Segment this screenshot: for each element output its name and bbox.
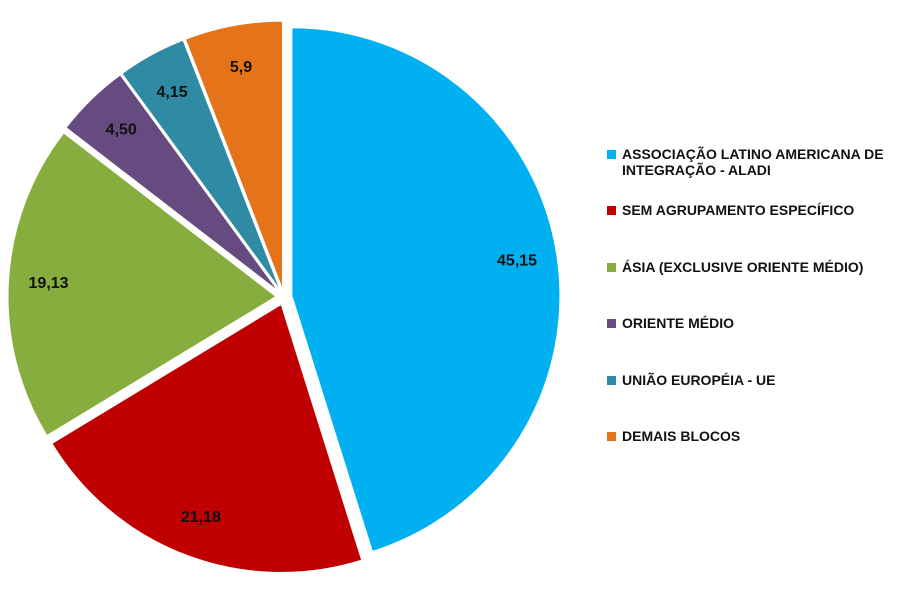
data-label: 5,9 xyxy=(230,59,252,76)
legend-item: DEMAIS BLOCOS xyxy=(607,428,740,444)
legend-item: UNIÃO EUROPÉIA - UE xyxy=(607,372,776,388)
legend-swatch xyxy=(607,376,616,385)
legend-swatch xyxy=(607,206,616,215)
legend-item: ÁSIA (EXCLUSIVE ORIENTE MÉDIO) xyxy=(607,259,863,275)
legend-label: ÁSIA (EXCLUSIVE ORIENTE MÉDIO) xyxy=(622,259,864,275)
pie-slice xyxy=(291,27,561,553)
legend-swatch xyxy=(607,150,616,159)
data-label: 21,18 xyxy=(181,509,221,526)
data-label: 45,15 xyxy=(497,252,537,269)
legend-swatch xyxy=(607,319,616,328)
data-label: 19,13 xyxy=(29,275,69,292)
legend-swatch xyxy=(607,432,616,441)
pie-slice xyxy=(65,74,279,292)
legend-item: ASSOCIAÇÃO LATINO AMERICANA DE INTEGRAÇÃ… xyxy=(607,146,887,178)
legend-label: DEMAIS BLOCOS xyxy=(622,428,741,444)
legend-label: SEM AGRUPAMENTO ESPECÍFICO xyxy=(622,202,855,218)
data-label: 4,15 xyxy=(156,84,187,101)
pie-slice xyxy=(51,303,363,573)
legend-swatch xyxy=(607,263,616,272)
legend-item: SEM AGRUPAMENTO ESPECÍFICO xyxy=(607,202,854,218)
pie-slice xyxy=(184,20,284,290)
legend-item: ORIENTE MÉDIO xyxy=(607,315,734,331)
pie-slice xyxy=(121,39,281,291)
legend-label: UNIÃO EUROPÉIA - UE xyxy=(622,372,776,388)
legend-label: ORIENTE MÉDIO xyxy=(622,315,735,331)
data-label: 4,50 xyxy=(106,121,137,138)
pie-slice xyxy=(7,132,277,437)
legend-label: ASSOCIAÇÃO LATINO AMERICANA DE INTEGRAÇÃ… xyxy=(622,146,884,178)
